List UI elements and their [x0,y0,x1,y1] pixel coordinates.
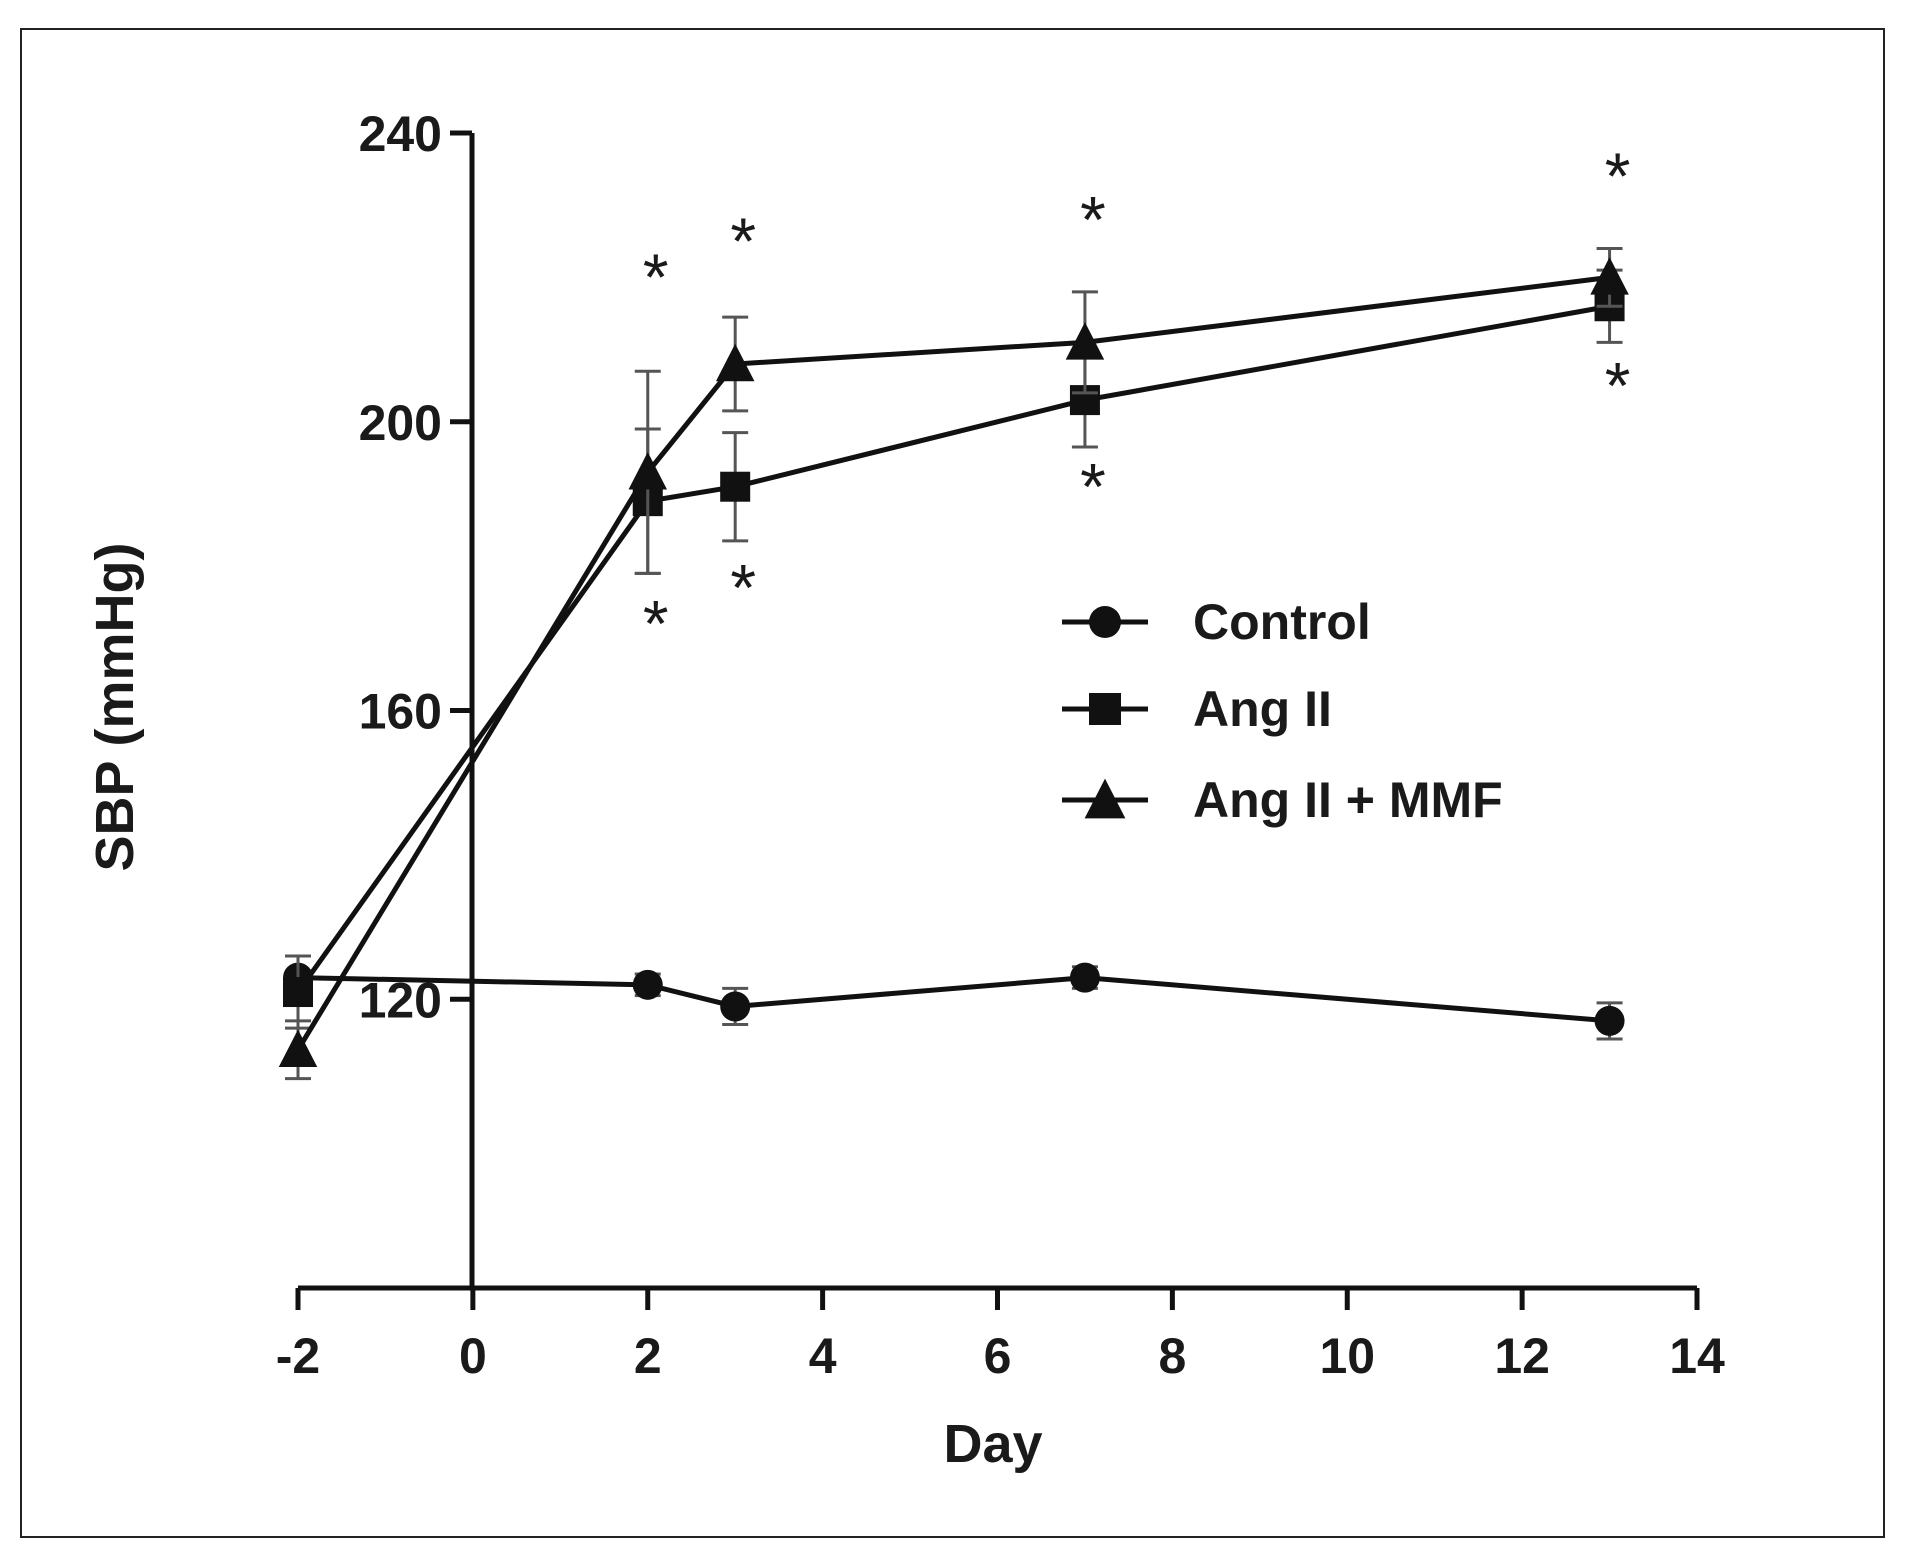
significance-star: * [730,204,756,278]
significance-star: * [1080,450,1106,524]
legend-marker-circle [1089,606,1121,638]
data-point-triangle [1065,322,1105,360]
x-tick-label: 2 [634,1328,662,1384]
series-line [295,303,1611,994]
significance-star: * [1080,182,1106,256]
y-tick-label: 240 [359,106,442,162]
legend-label: Ang II [1193,681,1332,737]
significance-star: * [643,240,669,314]
data-point-square [283,977,313,1008]
significance-star: * [730,551,756,625]
data-point-triangle [628,452,667,490]
y-tick-label: 200 [359,395,442,451]
x-tick-label: 10 [1319,1328,1375,1384]
legend-entry: Ang II + MMF [1062,772,1503,828]
x-tick-label: 6 [984,1328,1012,1384]
data-point-circle [632,969,663,1000]
legend-marker-triangle [1084,778,1126,819]
y-axis-title: SBP (mmHg) [85,542,145,871]
significance-star: * [1605,139,1631,213]
legend-entry: Ang II [1062,681,1332,737]
legend-entry: Control [1062,594,1371,650]
x-tick-label: 4 [809,1328,837,1384]
x-tick-label: 0 [459,1328,487,1384]
series-ang-ii: * * * * [283,268,1631,1030]
significance-star: * [1605,348,1631,422]
x-tick-label: 8 [1158,1328,1186,1384]
y-tick-label: 160 [359,684,442,740]
series-ang-ii-mmf: * * * * [278,139,1631,1081]
data-point-circle [720,991,751,1022]
series-line [297,975,1610,1024]
data-point-circle [1594,1005,1625,1036]
series-control [283,954,1625,1041]
x-tick-label: 12 [1494,1328,1550,1384]
legend-label: Ang II + MMF [1193,772,1503,828]
data-point-circle [1069,962,1100,993]
legend: Control Ang II Ang II + MMF [1062,594,1503,828]
x-axis-title: Day [943,1414,1042,1474]
data-point-triangle [1590,257,1629,295]
x-tick-label: -2 [276,1328,320,1384]
legend-label: Control [1193,594,1371,650]
data-point-triangle [278,1029,318,1068]
legend-marker-square [1089,693,1121,725]
data-point-square [720,471,751,502]
series-layer: * * * * * * * * [278,139,1631,1081]
series-line [295,274,1610,1052]
data-point-triangle [715,343,755,382]
x-tick-label: 14 [1669,1328,1725,1384]
significance-star: * [643,587,669,661]
